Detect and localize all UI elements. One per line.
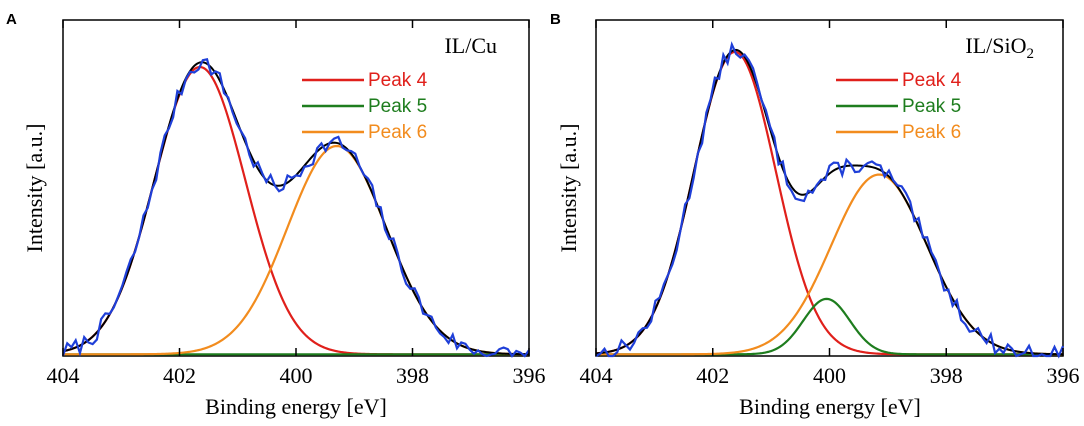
- tick-layer: 404 402 400 398 396: [580, 20, 1080, 388]
- legend-label: Peak 6: [368, 122, 427, 143]
- x-tick-label: 400: [813, 363, 846, 388]
- curve-layer: [61, 57, 530, 358]
- x-tick-label: 404: [47, 363, 80, 388]
- x-axis-label: Binding energy [eV]: [739, 394, 921, 419]
- plot-frame: [595, 19, 1064, 357]
- panel-letter-b: B: [550, 11, 561, 28]
- peak-6-curve: [596, 173, 1064, 356]
- peak-4-curve: [595, 50, 1063, 356]
- curve-layer: [595, 41, 1065, 359]
- x-axis-label: Binding energy [eV]: [205, 394, 387, 419]
- x-tick-label: 398: [396, 363, 429, 388]
- x-tick-label: 396: [1047, 363, 1080, 388]
- sample-label: IL/Cu: [444, 33, 497, 58]
- legend: Peak 4 Peak 5 Peak 6: [302, 70, 428, 143]
- x-tick-label: 404: [580, 363, 613, 388]
- y-axis-label: Intensity [a.u.]: [22, 124, 47, 253]
- x-tick-label: 402: [163, 363, 196, 388]
- plot-frame: [62, 19, 530, 357]
- x-tick-label: 400: [280, 363, 313, 388]
- envelope-curve: [595, 48, 1064, 356]
- x-tick-label: 402: [696, 363, 729, 388]
- x-tick-label: 398: [930, 363, 963, 388]
- x-tick-label: 396: [513, 363, 546, 388]
- peak-4-curve: [62, 65, 529, 356]
- tick-layer: 404 402 400 398 396: [47, 20, 546, 388]
- legend-label: Peak 5: [902, 96, 961, 117]
- legend-label: Peak 4: [368, 70, 428, 91]
- legend: Peak 4 Peak 5 Peak 6: [836, 70, 962, 143]
- measured-data-curve: [595, 41, 1065, 359]
- sample-label: IL/SiO2: [965, 33, 1034, 62]
- panel-letter-a: A: [6, 11, 17, 28]
- legend-label: Peak 6: [902, 122, 961, 143]
- measured-data-curve: [61, 57, 530, 358]
- legend-label: Peak 4: [902, 70, 962, 91]
- y-axis-label: Intensity [a.u.]: [556, 124, 581, 253]
- legend-label: Peak 5: [368, 96, 427, 117]
